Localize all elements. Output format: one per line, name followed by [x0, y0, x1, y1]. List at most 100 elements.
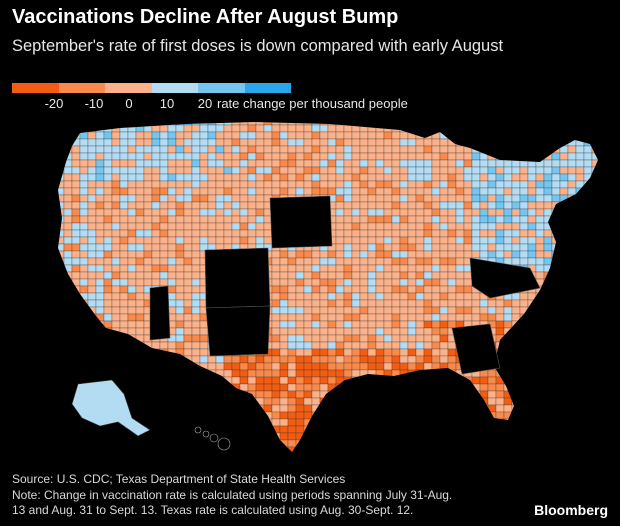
county-cell	[312, 468, 320, 470]
county-cell	[567, 390, 577, 399]
county-cell	[543, 152, 553, 161]
county-cell	[391, 390, 401, 399]
county-cell	[263, 376, 273, 385]
county-cell	[447, 404, 457, 413]
county-cell	[616, 447, 620, 454]
county-cell	[495, 313, 505, 322]
county-cell	[58, 299, 65, 308]
county-cell	[239, 222, 249, 231]
county-cell	[559, 355, 569, 364]
county-cell	[503, 236, 513, 245]
county-cell	[143, 180, 153, 189]
county-cell	[199, 355, 209, 364]
county-cell	[600, 321, 608, 328]
county-cell	[575, 243, 585, 252]
county-cell	[48, 209, 56, 216]
county-cell	[143, 383, 153, 392]
county-cell	[591, 138, 598, 147]
county-cell	[591, 124, 598, 133]
county-cell	[399, 122, 409, 126]
county-cell	[399, 355, 409, 364]
county-cell	[111, 425, 121, 434]
county-cell	[359, 306, 369, 315]
county-cell	[119, 320, 129, 329]
county-cell	[191, 243, 201, 252]
county-cell	[423, 166, 433, 175]
county-cell	[183, 320, 193, 329]
county-cell	[551, 432, 561, 441]
county-cell	[119, 138, 129, 147]
county-cell	[367, 404, 377, 413]
county-cell	[319, 187, 329, 196]
county-cell	[135, 439, 145, 448]
county-cell	[127, 348, 137, 357]
county-cell	[423, 180, 433, 189]
county-cell	[439, 271, 449, 280]
county-cell	[127, 166, 137, 175]
county-cell	[359, 122, 369, 126]
county-cell	[415, 376, 425, 385]
county-cell	[463, 446, 473, 452]
county-cell	[32, 272, 40, 279]
county-cell	[415, 159, 425, 168]
county-cell	[511, 334, 521, 343]
county-cell	[583, 208, 593, 217]
county-cell	[231, 138, 241, 147]
county-cell	[263, 355, 273, 364]
county-cell	[600, 293, 608, 300]
county-cell	[495, 383, 505, 392]
county-cell	[343, 194, 353, 203]
county-cell	[383, 145, 393, 154]
county-cell	[287, 334, 297, 343]
county-cell	[151, 138, 161, 147]
county-cell	[495, 306, 505, 315]
county-cell	[551, 446, 561, 452]
county-cell	[392, 468, 400, 470]
county-cell	[295, 432, 305, 441]
county-cell	[199, 383, 209, 392]
county-cell	[367, 425, 377, 434]
county-cell	[264, 468, 272, 470]
county-cell	[119, 166, 129, 175]
county-cell	[71, 341, 81, 350]
county-cell	[367, 306, 377, 315]
county-cell	[183, 313, 193, 322]
county-cell	[0, 251, 8, 258]
county-cell	[167, 341, 177, 350]
county-cell	[136, 468, 144, 470]
county-cell	[287, 411, 297, 420]
county-cell	[127, 173, 137, 182]
county-cell	[439, 215, 449, 224]
county-cell	[0, 139, 8, 146]
county-cell	[415, 418, 425, 427]
county-cell	[175, 362, 185, 371]
county-cell	[191, 124, 201, 133]
hawaii-island	[194, 426, 202, 434]
county-cell	[575, 201, 585, 210]
county-cell	[519, 166, 529, 175]
county-cell	[183, 271, 193, 280]
legend-swatch-5	[198, 83, 245, 93]
county-cell	[480, 461, 488, 468]
county-cell	[319, 257, 329, 266]
legend-tick-minus-20: -20	[44, 96, 64, 111]
county-cell	[311, 376, 321, 385]
county-cell	[32, 139, 40, 146]
county-cell	[535, 432, 545, 441]
county-cell	[511, 138, 521, 147]
county-cell	[399, 222, 409, 231]
county-cell	[543, 138, 553, 147]
county-cell	[295, 152, 305, 161]
county-cell	[271, 327, 281, 336]
county-cell	[527, 383, 537, 392]
county-cell	[16, 398, 24, 405]
county-cell	[327, 257, 337, 266]
county-cell	[463, 299, 473, 308]
county-cell	[423, 313, 433, 322]
county-cell	[327, 341, 337, 350]
county-cell	[264, 461, 272, 468]
county-cell	[519, 313, 529, 322]
legend-swatch-1	[12, 83, 59, 93]
county-cell	[8, 195, 16, 202]
county-cell	[16, 202, 24, 209]
